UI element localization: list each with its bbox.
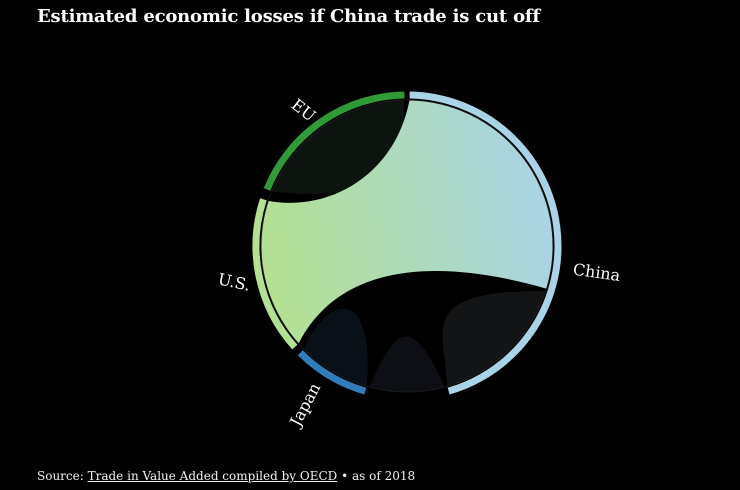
- source-link[interactable]: Trade in Value Added compiled by OECD: [87, 469, 338, 483]
- group-arc-eu: [263, 91, 405, 191]
- group-label-us: U.S.: [216, 269, 252, 294]
- source-date: as of 2018: [352, 469, 416, 483]
- chord-china-us: [261, 100, 554, 344]
- source-bullet: •: [341, 469, 349, 483]
- chord-eu-self: [271, 100, 405, 195]
- chords-layer: [260, 99, 554, 393]
- inner-outline: [260, 99, 554, 393]
- group-label-china: China: [572, 260, 622, 285]
- chart-title: Estimated economic losses if China trade…: [37, 6, 540, 27]
- group-arc-china: [409, 91, 562, 395]
- source-label: Source:: [37, 469, 84, 483]
- group-arc-japan: [297, 350, 367, 395]
- chord-china-self: [442, 291, 546, 387]
- chord-china-japan: [369, 336, 445, 393]
- group-arc-us: [252, 198, 298, 350]
- group-label-eu: EU: [288, 95, 320, 125]
- arcs-layer: [252, 91, 562, 395]
- chord-japan-self: [303, 308, 368, 387]
- source-note: Source: Trade in Value Added compiled by…: [37, 469, 415, 483]
- group-label-japan: Japan: [285, 380, 324, 431]
